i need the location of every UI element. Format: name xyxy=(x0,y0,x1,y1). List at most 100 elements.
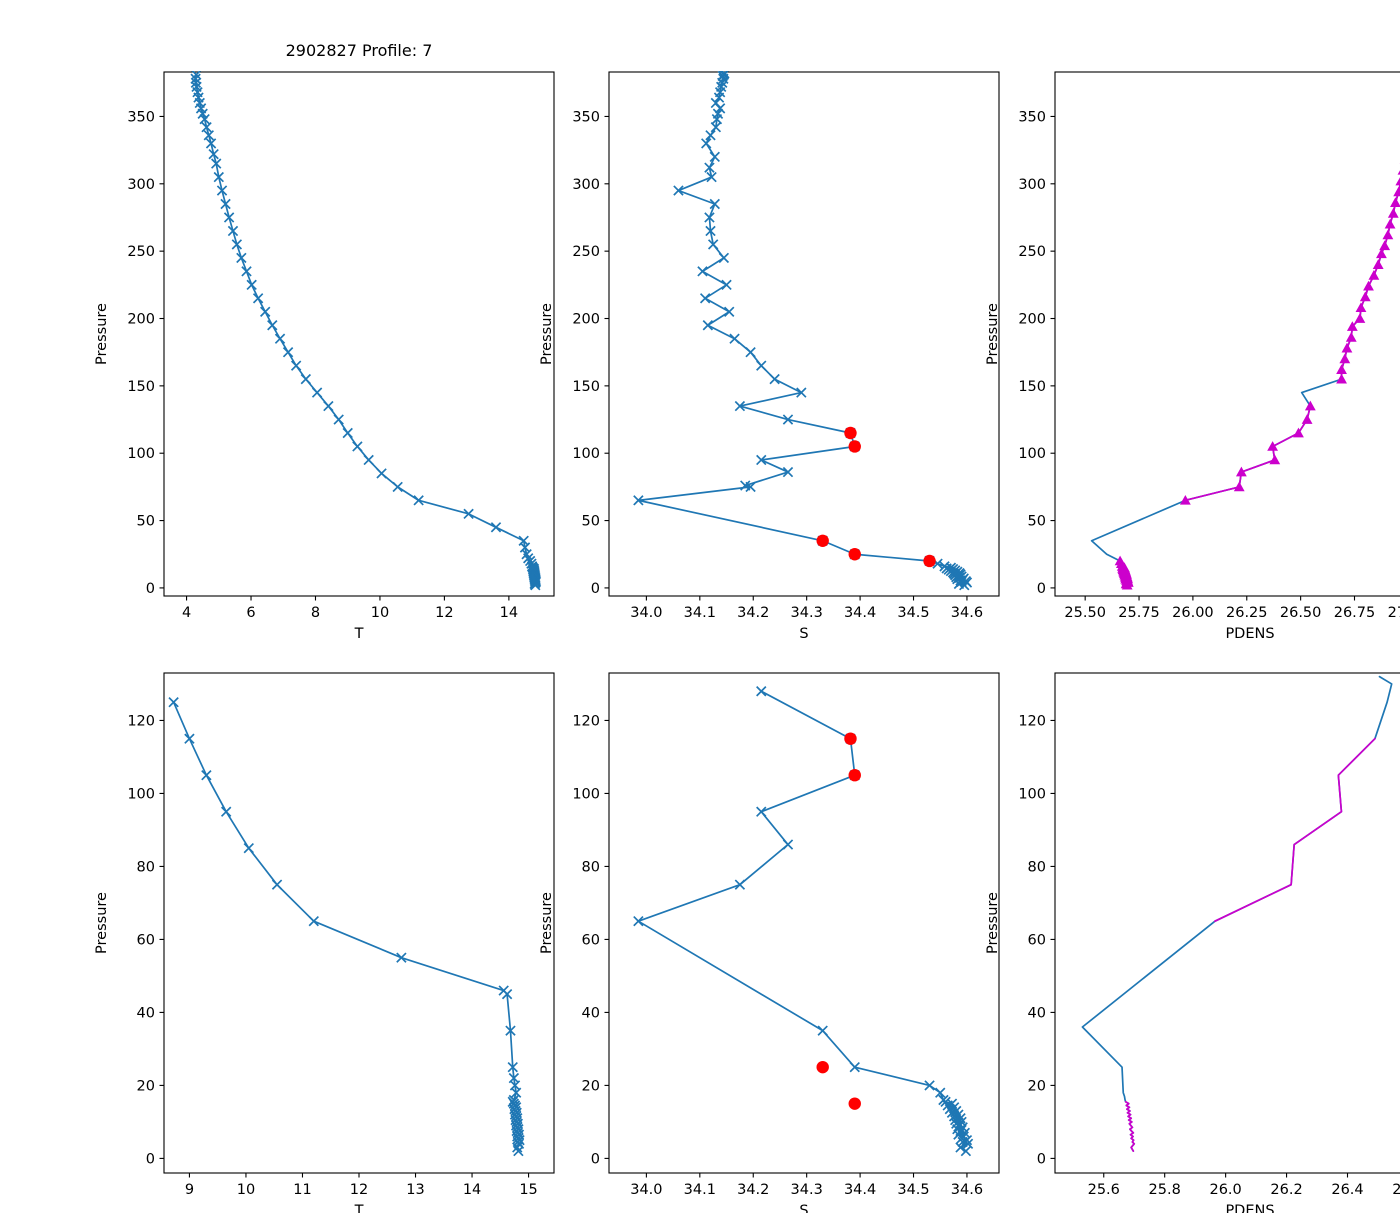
y-tick-label: 50 xyxy=(1028,514,1046,530)
data-point-marker xyxy=(1369,270,1380,280)
data-point-marker xyxy=(1302,414,1313,424)
x-tick-label: 26.2 xyxy=(1270,1182,1302,1198)
data-point-marker xyxy=(324,401,333,410)
data-point-marker xyxy=(491,523,500,532)
data-point-marker xyxy=(242,267,251,276)
flagged-point-marker xyxy=(844,427,856,439)
data-point-marker xyxy=(1388,208,1399,218)
data-point-marker xyxy=(1393,186,1400,196)
y-tick-label: 300 xyxy=(1018,177,1046,193)
data-point-marker xyxy=(703,321,712,330)
data-point-marker xyxy=(237,253,246,262)
data-point-marker xyxy=(247,280,256,289)
flagged-point-marker xyxy=(849,440,861,452)
y-axis-label: Pressure xyxy=(539,892,555,954)
data-point-marker xyxy=(757,687,766,696)
flagged-point-marker xyxy=(849,769,861,781)
data-point-marker xyxy=(261,307,270,316)
data-point-marker xyxy=(334,415,343,424)
y-tick-label: 150 xyxy=(572,379,600,395)
y-tick-label: 120 xyxy=(127,713,155,729)
data-point-marker xyxy=(292,361,301,370)
data-layer xyxy=(1092,68,1400,590)
data-point-marker xyxy=(1354,313,1365,323)
axes-frame xyxy=(1055,673,1400,1173)
data-point-marker xyxy=(353,442,362,451)
x-tick-label: 13 xyxy=(406,1182,424,1198)
y-tick-label: 50 xyxy=(137,514,155,530)
y-axis-label: Pressure xyxy=(539,303,555,365)
x-tick-label: 34.0 xyxy=(630,1182,662,1198)
data-point-marker xyxy=(961,1147,970,1156)
y-axis-label: Pressure xyxy=(985,892,1001,954)
y-tick-label: 60 xyxy=(137,932,155,948)
data-point-marker xyxy=(710,199,719,208)
series-line xyxy=(638,73,967,585)
x-tick-label: 26.4 xyxy=(1331,1182,1363,1198)
y-tick-label: 150 xyxy=(1018,379,1046,395)
y-tick-label: 200 xyxy=(127,312,155,328)
flagged-point-marker xyxy=(844,732,856,744)
data-point-marker xyxy=(309,917,318,926)
y-tick-label: 40 xyxy=(1028,1005,1046,1021)
x-tick-label: 25.75 xyxy=(1118,605,1160,621)
data-point-marker xyxy=(1383,230,1394,240)
data-point-marker xyxy=(1356,302,1367,312)
data-point-marker xyxy=(222,807,231,816)
flagged-point-marker xyxy=(849,548,861,560)
x-tick-label: 26.25 xyxy=(1226,605,1268,621)
data-point-marker xyxy=(1267,441,1278,451)
y-tick-label: 80 xyxy=(137,859,155,875)
data-point-marker xyxy=(757,807,766,816)
y-tick-label: 0 xyxy=(146,581,155,597)
y-tick-label: 250 xyxy=(572,244,600,260)
flagged-point-marker xyxy=(923,555,935,567)
y-tick-label: 20 xyxy=(137,1078,155,1094)
series-segment-highlight xyxy=(1215,739,1375,921)
data-point-marker xyxy=(1385,219,1396,229)
data-layer xyxy=(191,70,541,590)
axes-frame xyxy=(1055,72,1400,596)
x-tick-label: 8 xyxy=(311,605,320,621)
y-tick-label: 200 xyxy=(572,312,600,328)
data-point-marker xyxy=(313,388,322,397)
data-point-marker xyxy=(725,307,734,316)
x-tick-label: 34.0 xyxy=(630,605,662,621)
y-tick-label: 250 xyxy=(1018,244,1046,260)
y-tick-label: 20 xyxy=(1028,1078,1046,1094)
x-tick-label: 34.2 xyxy=(737,1182,769,1198)
data-layer xyxy=(634,69,972,590)
data-point-marker xyxy=(1379,240,1390,250)
y-tick-label: 60 xyxy=(1028,932,1046,948)
data-point-marker xyxy=(204,131,213,140)
data-point-marker xyxy=(710,152,719,161)
x-tick-label: 6 xyxy=(246,605,255,621)
data-point-marker xyxy=(1269,455,1280,465)
y-tick-label: 350 xyxy=(572,109,600,125)
data-point-marker xyxy=(283,348,292,357)
x-tick-label: 34.1 xyxy=(684,1182,716,1198)
data-point-marker xyxy=(1390,197,1400,207)
y-tick-label: 40 xyxy=(582,1005,600,1021)
x-tick-label: 26.00 xyxy=(1172,605,1214,621)
data-point-marker xyxy=(818,1026,827,1035)
y-tick-label: 80 xyxy=(1028,859,1046,875)
x-tick-label: 25.8 xyxy=(1149,1182,1181,1198)
y-tick-label: 120 xyxy=(572,713,600,729)
y-tick-label: 40 xyxy=(137,1005,155,1021)
y-tick-label: 350 xyxy=(127,109,155,125)
x-tick-label: 12 xyxy=(435,605,453,621)
y-axis-label: Pressure xyxy=(985,303,1001,365)
y-tick-label: 60 xyxy=(582,932,600,948)
axes-frame xyxy=(609,72,999,596)
data-point-marker xyxy=(364,455,373,464)
y-tick-label: 0 xyxy=(591,1151,600,1167)
y-tick-label: 80 xyxy=(582,859,600,875)
data-point-marker xyxy=(1234,481,1245,491)
